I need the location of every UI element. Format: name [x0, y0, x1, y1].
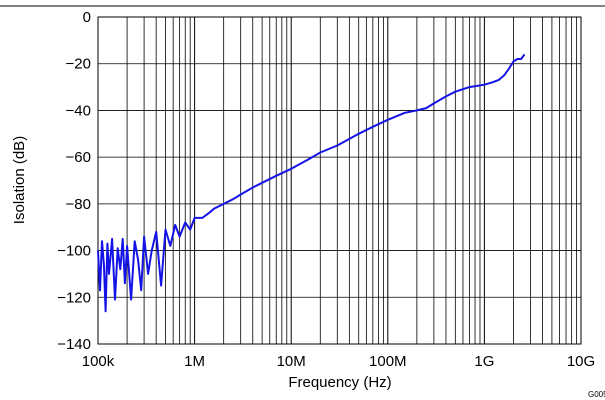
y-axis-label: Isolation (dB) [11, 136, 28, 224]
y-tick-labels: 0 −20 −40 −60 −80 −100 −120 −140 [57, 9, 91, 353]
x-tick-label: 10G [567, 353, 595, 370]
grid [97, 16, 581, 345]
x-tick-label: 100k [82, 353, 115, 370]
figure-code-label: G005 [588, 390, 605, 399]
x-tick-label: 1G [474, 353, 494, 370]
plot-frame [97, 16, 582, 345]
y-tick-label: −100 [57, 243, 91, 260]
x-axis-label: Frequency (Hz) [288, 374, 391, 391]
y-tick-label: −80 [66, 196, 91, 213]
isolation-series-line [97, 53, 526, 313]
x-tick-labels: 100k 1M 10M 100M 1G 10G [82, 353, 595, 370]
y-tick-label: 0 [83, 9, 91, 26]
x-tick-label: 100M [369, 353, 407, 370]
y-tick-label: −40 [66, 102, 91, 119]
series-layer [97, 53, 526, 313]
x-tick-label: 1M [184, 353, 205, 370]
y-tick-label: −60 [66, 149, 91, 166]
x-tick-label: 10M [277, 353, 306, 370]
y-tick-label: −20 [66, 56, 91, 73]
y-tick-label: −140 [57, 336, 91, 353]
y-tick-label: −120 [57, 289, 91, 306]
